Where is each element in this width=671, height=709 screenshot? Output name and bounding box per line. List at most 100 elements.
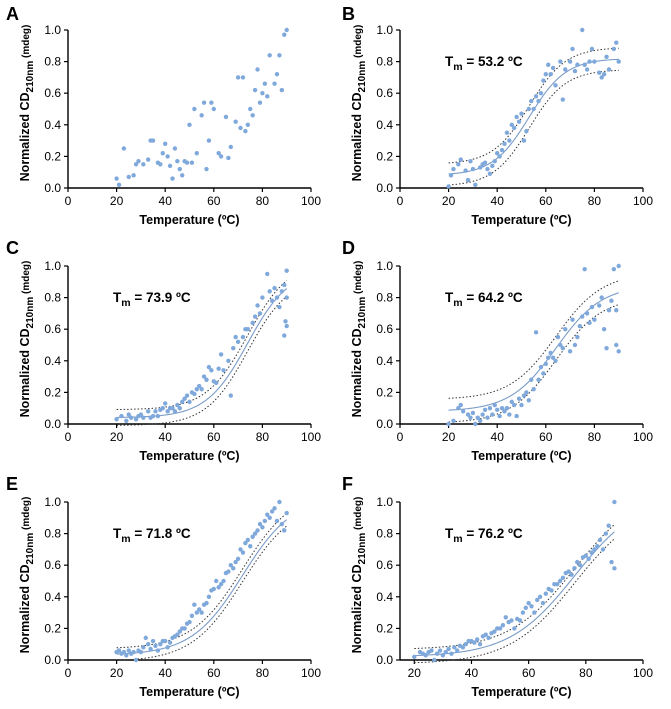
data-point-d [548,350,553,356]
x-tick-label-f: 100 [633,666,653,680]
data-point-c [145,409,151,414]
data-point-e [197,607,202,612]
data-point-e [148,646,153,652]
data-point-b [560,97,566,102]
data-point-b [614,40,619,45]
data-point-f [532,610,537,615]
y-tick-label-a: 0.2 [44,149,61,163]
data-point-a [272,81,277,86]
data-point-d [558,342,563,348]
data-point-e [150,638,156,644]
data-point-a [201,100,207,105]
data-point-a [180,173,185,178]
data-point-c [284,323,289,329]
data-point-c [214,380,219,386]
x-tick-label-d: 40 [491,430,505,444]
tm-label-main-c: T [113,290,122,305]
data-point-f [454,648,460,653]
y-tick-label-b: 0.6 [376,86,393,100]
y-tick-label-d: 0.8 [376,291,393,305]
x-tick-label-b: 40 [491,194,505,208]
data-point-b [546,62,551,67]
data-point-c [284,268,289,273]
data-point-e [269,509,275,514]
y-tick-label-a: 0.6 [44,86,61,100]
y-axis-title-sub-c: 210nm [25,297,36,329]
tm-label-value-f: = 76.2 ºC [463,526,523,541]
y-tick-label-f: 0.8 [376,527,393,541]
data-point-b [533,94,539,99]
data-point-e [231,566,236,571]
data-point-b [587,59,592,64]
data-point-b [543,72,548,77]
data-point-c [282,333,287,338]
data-point-d [531,387,536,392]
data-point-e [252,531,258,536]
y-tick-label-e: 0.2 [44,621,61,635]
data-point-d [577,323,583,329]
x-tick-label-d: 60 [539,430,553,444]
data-point-a [277,53,282,58]
data-point-d [524,390,529,395]
panel-label-b: B [342,4,355,24]
y-tick-label-d: 0.4 [376,354,393,368]
data-point-b [446,184,451,189]
data-point-f [449,651,454,656]
data-point-d [509,399,514,405]
data-point-b [572,68,578,74]
x-tick-label-d: 0 [397,430,404,444]
x-axis-title-f: Temperature (ºC) [471,685,571,699]
y-axis-title-c: Normalized CD210nm (mdeg) [18,261,36,418]
data-point-b [558,59,563,64]
data-point-d [597,303,602,308]
data-point-e [206,594,212,599]
data-point-b [463,168,468,173]
data-point-b [509,122,514,128]
fit-curve-f [414,531,615,657]
data-point-d [563,327,568,332]
data-point-d [521,393,527,398]
data-point-e [216,585,221,590]
data-point-d [468,415,473,420]
y-tick-label-e: 0.8 [44,527,61,541]
data-point-e [211,586,216,592]
data-point-e [182,626,187,631]
data-point-d [601,327,607,332]
tm-label-value-c: = 73.9 ºC [131,290,191,305]
panel-label-a: A [6,4,19,24]
data-point-d [470,410,476,416]
data-point-a [170,176,175,181]
ci-lower-e [116,525,288,661]
data-point-b [504,130,510,135]
data-point-d [614,342,619,348]
data-point-c [160,406,165,411]
y-axis-title-sub-b: 210nm [357,61,368,93]
data-point-a [177,166,182,172]
x-tick-label-f: 80 [579,666,593,680]
data-point-a [223,114,229,120]
data-point-f [412,654,417,660]
data-point-c [250,320,255,326]
x-tick-label-c: 80 [256,430,270,444]
data-point-c [197,383,202,389]
y-axis-title-a: Normalized CD210nm (mdeg) [18,25,36,182]
y-tick-label-e: 0.4 [44,590,61,604]
data-point-c [283,319,288,324]
data-point-a [114,176,119,181]
tm-label-d: Tm = 64.2 ºC [445,290,523,309]
data-point-a [165,154,170,159]
data-point-d [492,402,497,408]
data-point-b [497,154,502,159]
data-point-d [555,334,561,340]
data-point-d [460,409,466,414]
data-point-b [604,54,609,60]
data-point-f [592,547,597,552]
data-point-d [550,355,556,360]
data-point-f [440,653,446,658]
data-point-d [477,418,483,424]
data-point-a [145,157,151,162]
data-point-d [616,349,621,354]
data-point-e [267,515,272,520]
tm-label-b: Tm = 53.2 ºC [445,54,523,73]
x-tick-label-f: 20 [408,666,422,680]
